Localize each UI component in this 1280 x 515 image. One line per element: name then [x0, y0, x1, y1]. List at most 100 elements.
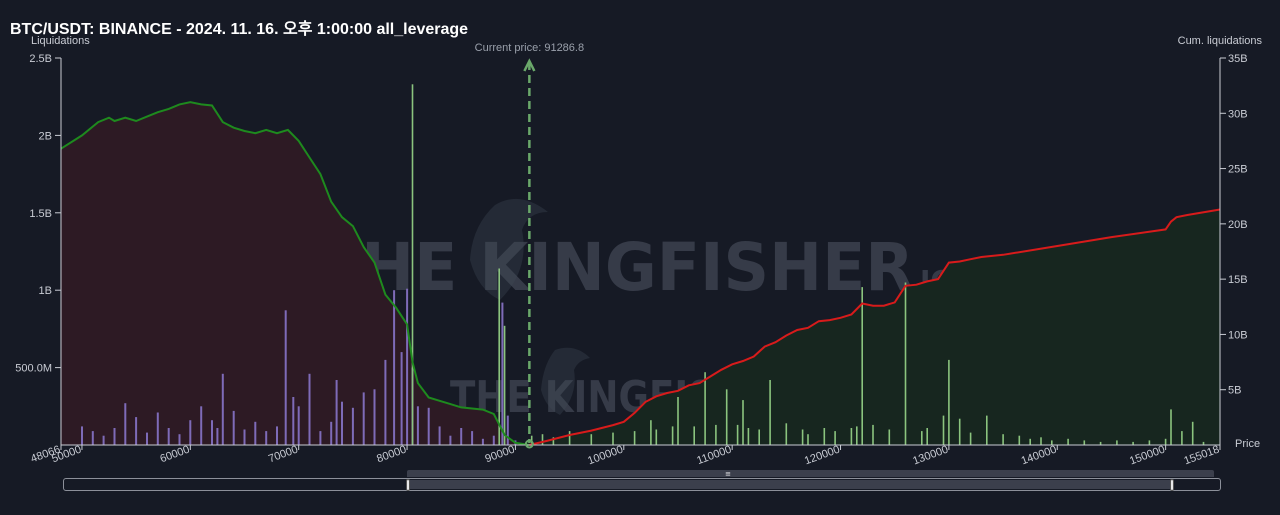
long-bar — [81, 426, 83, 445]
short-bar — [969, 432, 972, 445]
long-bar — [362, 392, 365, 445]
short-bar — [758, 429, 760, 445]
y-tick-label: 2B — [39, 130, 52, 142]
short-bar — [411, 84, 414, 446]
short-bar — [1132, 441, 1134, 445]
scroll-thumb[interactable] — [406, 479, 1174, 491]
long-bar — [481, 438, 484, 445]
watermark-large: THE KINGFISHER IO — [318, 229, 954, 306]
y2-tick-label: 10B — [1228, 329, 1248, 341]
long-bar — [501, 302, 504, 445]
x-tick-label: 130000 — [911, 444, 950, 468]
short-bar — [942, 415, 945, 445]
short-bar — [693, 426, 695, 445]
left-axis-ticks: 2.5B 2B 1.5B 1B 500.0M — [15, 53, 61, 375]
long-bar — [341, 401, 343, 445]
short-bar — [834, 431, 836, 445]
y2-tick-label: 5B — [1228, 385, 1241, 397]
long-bar — [189, 420, 192, 445]
short-bar — [785, 423, 788, 445]
short-bar — [568, 431, 571, 445]
long-bar — [284, 310, 287, 445]
right-axis-ticks: 35B 30B 25B 20B 15B 10B 5B — [1220, 53, 1248, 397]
short-bar — [541, 434, 544, 445]
y2-tick-label: 25B — [1228, 164, 1248, 176]
long-bar — [319, 431, 322, 445]
long-bar — [460, 428, 463, 445]
short-bar — [704, 372, 706, 445]
short-bar — [1018, 435, 1021, 445]
short-bar — [671, 426, 674, 445]
y2-tick-label: 20B — [1228, 219, 1248, 231]
short-bar — [1170, 409, 1172, 445]
current-price-label: Current price: 91286.8 — [475, 42, 584, 54]
short-bar — [1148, 440, 1151, 445]
long-liquidation-bars — [81, 288, 517, 445]
short-bar — [1181, 431, 1183, 445]
left-axis-title: Liquidations — [31, 35, 90, 47]
short-bar — [1051, 440, 1053, 445]
short-bar — [1067, 438, 1069, 445]
short-bar — [856, 426, 858, 445]
short-bar — [503, 325, 506, 445]
short-bar — [921, 431, 923, 445]
x-tick-label: 155018 — [1182, 444, 1221, 468]
short-bar — [677, 397, 679, 445]
long-bar — [232, 410, 235, 445]
long-bar — [254, 421, 257, 445]
long-bar — [167, 428, 170, 445]
short-bar — [650, 420, 652, 445]
y-tick-label: 500.0M — [15, 363, 52, 375]
short-liquidation-bars — [411, 84, 1205, 446]
short-bar — [769, 380, 771, 445]
long-bar — [156, 412, 159, 445]
scroll-handle-left[interactable] — [406, 479, 410, 491]
scroll-grip-icon[interactable]: ≡ — [725, 470, 731, 478]
short-bar — [888, 429, 891, 445]
short-bar — [655, 429, 658, 445]
short-bar — [807, 434, 809, 445]
x-tick-label: 80000 — [375, 444, 408, 466]
long-bar — [471, 431, 474, 445]
short-bar — [1099, 441, 1102, 445]
long-bar — [330, 421, 333, 445]
long-bar — [243, 429, 246, 445]
x-tick-label: 150000 — [1128, 444, 1167, 468]
y2-tick-label: 30B — [1228, 108, 1248, 120]
short-bar — [948, 359, 950, 445]
long-bar — [113, 428, 116, 445]
current-price-dot — [524, 439, 534, 449]
kingfisher-logo-icon — [470, 198, 590, 415]
scroll-range-band[interactable] — [407, 470, 1214, 477]
short-bar — [986, 415, 988, 445]
long-bar — [200, 406, 203, 445]
short-bar — [1202, 441, 1205, 445]
scroll-handle-right[interactable] — [1170, 479, 1174, 491]
short-bar — [736, 424, 739, 445]
short-bar — [715, 424, 717, 445]
long-bar — [292, 397, 295, 445]
x-tick-label: 140000 — [1020, 444, 1059, 468]
short-bar — [612, 432, 614, 445]
short-cum-line — [529, 208, 1221, 446]
y-tick-label: 1B — [39, 285, 52, 297]
long-bar — [427, 407, 430, 445]
long-bar — [492, 435, 495, 445]
short-bar — [742, 400, 744, 445]
long-bar — [351, 407, 354, 445]
long-cum-line — [60, 101, 530, 446]
long-bar — [221, 373, 224, 445]
short-bar — [1083, 440, 1086, 445]
short-bar — [552, 437, 555, 445]
right-axis-title: Cum. liquidations — [1178, 35, 1263, 47]
short-bar — [872, 424, 874, 445]
long-bar — [216, 428, 219, 445]
long-cum-fill — [61, 102, 530, 445]
short-cum-fill — [529, 209, 1220, 445]
short-bar — [926, 428, 928, 445]
chart-scrollbar[interactable] — [63, 478, 1221, 491]
long-bar — [506, 415, 509, 445]
short-bar — [1191, 421, 1194, 445]
